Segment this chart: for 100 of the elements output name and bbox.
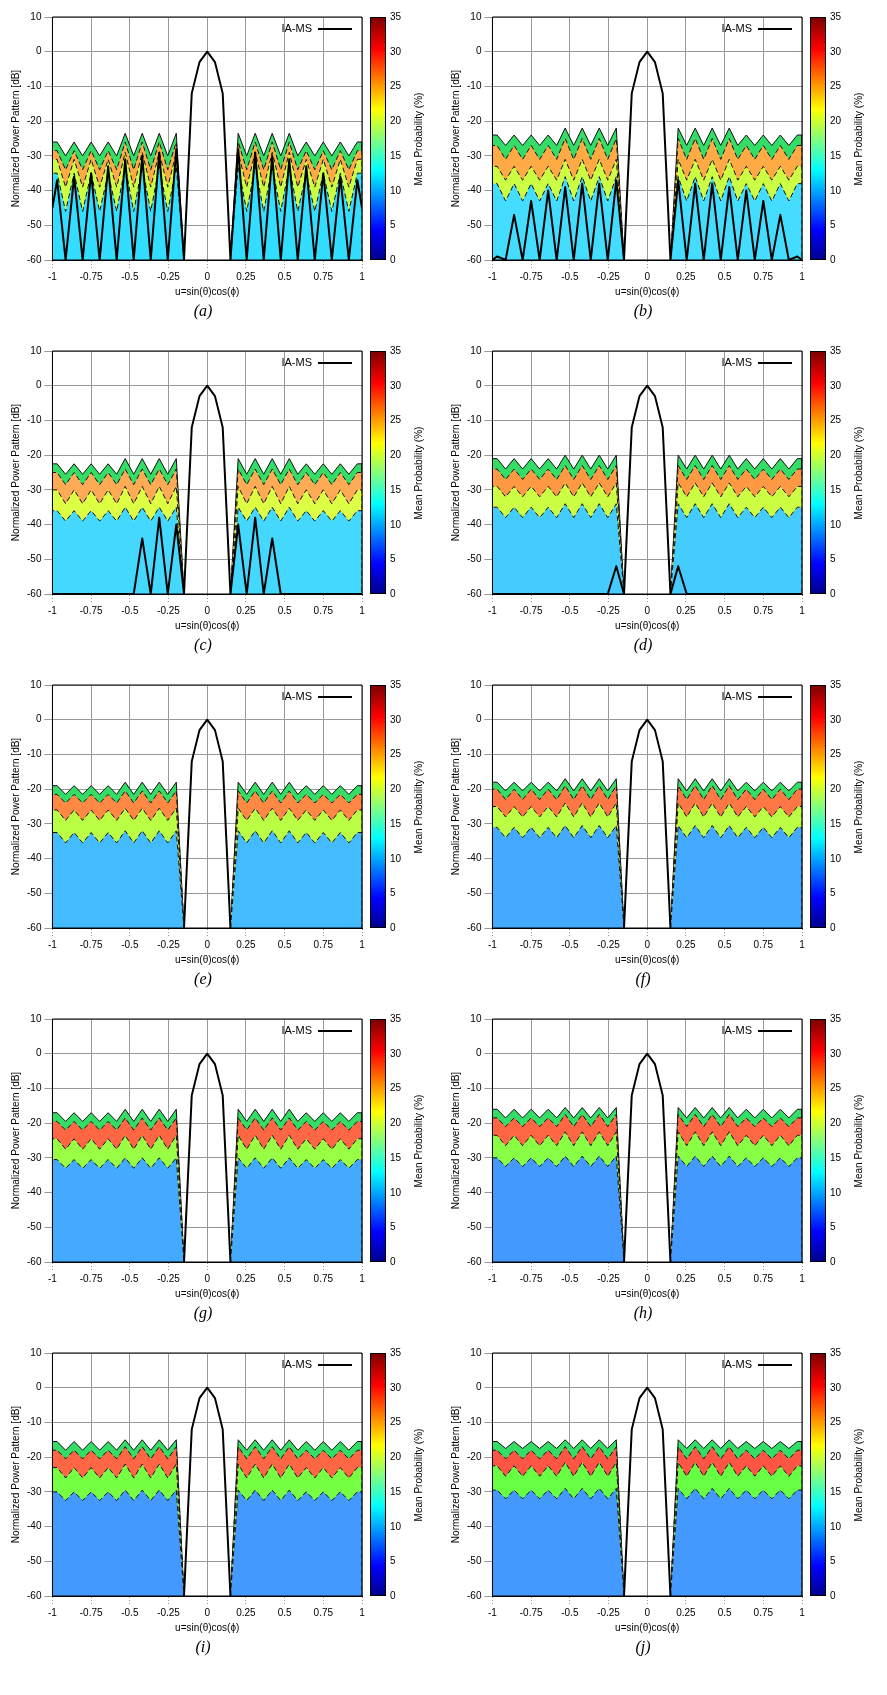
y-tick-label: -60 [467, 1589, 482, 1601]
color-bar-title: Mean Probability (%) [852, 1094, 864, 1187]
x-tick-label: 0.5 [717, 1272, 732, 1284]
color-bar-label: 20 [390, 115, 402, 128]
color-bar-title: Mean Probability (%) [412, 760, 424, 853]
y-tick-label: -60 [27, 1255, 42, 1267]
y-tick-label: -20 [467, 1450, 482, 1462]
y-tick-label: -50 [467, 1555, 482, 1567]
text: (i) [194, 1638, 212, 1656]
color-bar-label: 15 [390, 483, 402, 496]
color-bar-label: 25 [390, 80, 402, 93]
color-bar-label: 20 [830, 449, 842, 462]
x-tick-label: -0.25 [597, 1272, 621, 1284]
x-tick-label: 0.25 [676, 938, 697, 950]
color-bar-label: 5 [830, 553, 836, 566]
y-tick-label: -60 [27, 921, 42, 933]
x-tick-label: 0.25 [236, 938, 257, 950]
y-tick-label: -50 [27, 219, 42, 231]
x-tick-label: -0.75 [79, 1272, 103, 1284]
x-tick-label: -1 [48, 270, 58, 282]
x-tick-label: 1 [359, 270, 366, 282]
x-tick-label: 0.5 [277, 1606, 292, 1618]
color-bar-label: 20 [830, 115, 842, 128]
x-tick-label: -0.75 [519, 270, 543, 282]
x-tick-label: 0.75 [313, 270, 334, 282]
x-tick-label: -0.25 [157, 1272, 181, 1284]
x-tick-label: -1 [48, 604, 58, 616]
x-tick-label: -0.75 [519, 1272, 543, 1284]
color-bar-label: 10 [390, 1520, 402, 1533]
y-tick-label: -30 [467, 483, 482, 495]
y-tick-label: -30 [27, 1485, 42, 1497]
color-bar-label: 35 [390, 345, 402, 357]
y-tick-label: -50 [467, 219, 482, 231]
color-bar-label: 5 [830, 1221, 836, 1234]
y-tick-label: -40 [467, 1520, 482, 1532]
y-tick-label: 10 [470, 678, 482, 690]
x-tick-label: -1 [488, 270, 498, 282]
x-axis-title: u=sin(θ)cos(ϕ) [175, 1287, 240, 1299]
x-tick-label: 1 [359, 1272, 366, 1284]
y-tick-label: -60 [27, 1589, 42, 1601]
color-bar-label: 25 [830, 414, 842, 427]
legend-label: IA-MS [281, 22, 312, 35]
y-tick-label: -10 [27, 748, 42, 760]
x-tick-label: 1 [359, 938, 366, 950]
color-bar-title: Mean Probability (%) [852, 92, 864, 185]
x-tick-label: 0.25 [236, 1606, 257, 1618]
x-tick-label: 1 [799, 938, 806, 950]
color-bar-label: 5 [390, 219, 396, 232]
x-tick-label: 0.25 [676, 270, 697, 282]
color-bar-label: 35 [830, 11, 842, 23]
x-tick-label: 0.5 [277, 270, 292, 282]
x-axis-title: u=sin(θ)cos(ϕ) [175, 1621, 240, 1633]
y-tick-label: -50 [467, 1221, 482, 1233]
y-tick-label: -10 [27, 1416, 42, 1428]
color-bar-label: 30 [390, 1381, 402, 1394]
text: (b) [632, 302, 654, 320]
x-axis-title: u=sin(θ)cos(ϕ) [175, 619, 240, 631]
y-tick-label: 10 [470, 344, 482, 356]
x-tick-label: -0.75 [79, 270, 103, 282]
y-tick-label: -60 [27, 587, 42, 599]
x-tick-label: 0.25 [676, 1272, 697, 1284]
x-tick-label: 0 [644, 938, 651, 950]
legend-label: IA-MS [281, 690, 312, 703]
y-axis-title: Normalized Power Pattern [dB] [9, 1071, 21, 1210]
y-tick-label: -30 [467, 1485, 482, 1497]
color-bar-label: 35 [390, 11, 402, 23]
y-tick-label: -10 [467, 1082, 482, 1094]
y-tick-label: -20 [27, 114, 42, 126]
color-bar-label: 0 [390, 1256, 396, 1268]
y-tick-label: -50 [27, 887, 42, 899]
x-tick-label: -0.5 [561, 1272, 579, 1284]
color-bar-label: 25 [830, 1082, 842, 1095]
y-tick-label: 0 [35, 713, 42, 725]
x-axis-title: u=sin(θ)cos(ϕ) [615, 619, 680, 631]
x-tick-label: 0.75 [313, 1272, 334, 1284]
color-bar-label: 5 [390, 1555, 396, 1568]
x-tick-label: 0.25 [236, 270, 257, 282]
color-bar-label: 30 [390, 713, 402, 726]
y-tick-label: -20 [27, 782, 42, 794]
y-tick-label: -40 [467, 518, 482, 530]
y-tick-label: -40 [27, 184, 42, 196]
color-bar-title: Mean Probability (%) [852, 426, 864, 519]
x-axis-title: u=sin(θ)cos(ϕ) [615, 1621, 680, 1633]
y-tick-label: -50 [27, 1555, 42, 1567]
x-tick-label: 1 [359, 604, 366, 616]
x-tick-label: 0 [204, 1272, 211, 1284]
legend-label: IA-MS [721, 1358, 752, 1371]
y-tick-label: -30 [27, 149, 42, 161]
color-bar-label: 25 [390, 748, 402, 761]
legend-label: IA-MS [721, 356, 752, 369]
text: (j) [634, 1638, 652, 1656]
color-bar-label: 20 [830, 1451, 842, 1464]
x-tick-label: 0.5 [277, 1272, 292, 1284]
y-tick-label: 10 [30, 10, 42, 22]
color-bar-label: 30 [390, 1047, 402, 1060]
color-bar-label: 10 [830, 518, 842, 531]
color-bar-label: 0 [830, 922, 836, 934]
x-tick-label: -1 [488, 604, 498, 616]
x-tick-label: -0.25 [157, 604, 181, 616]
color-bar-title: Mean Probability (%) [852, 1428, 864, 1521]
